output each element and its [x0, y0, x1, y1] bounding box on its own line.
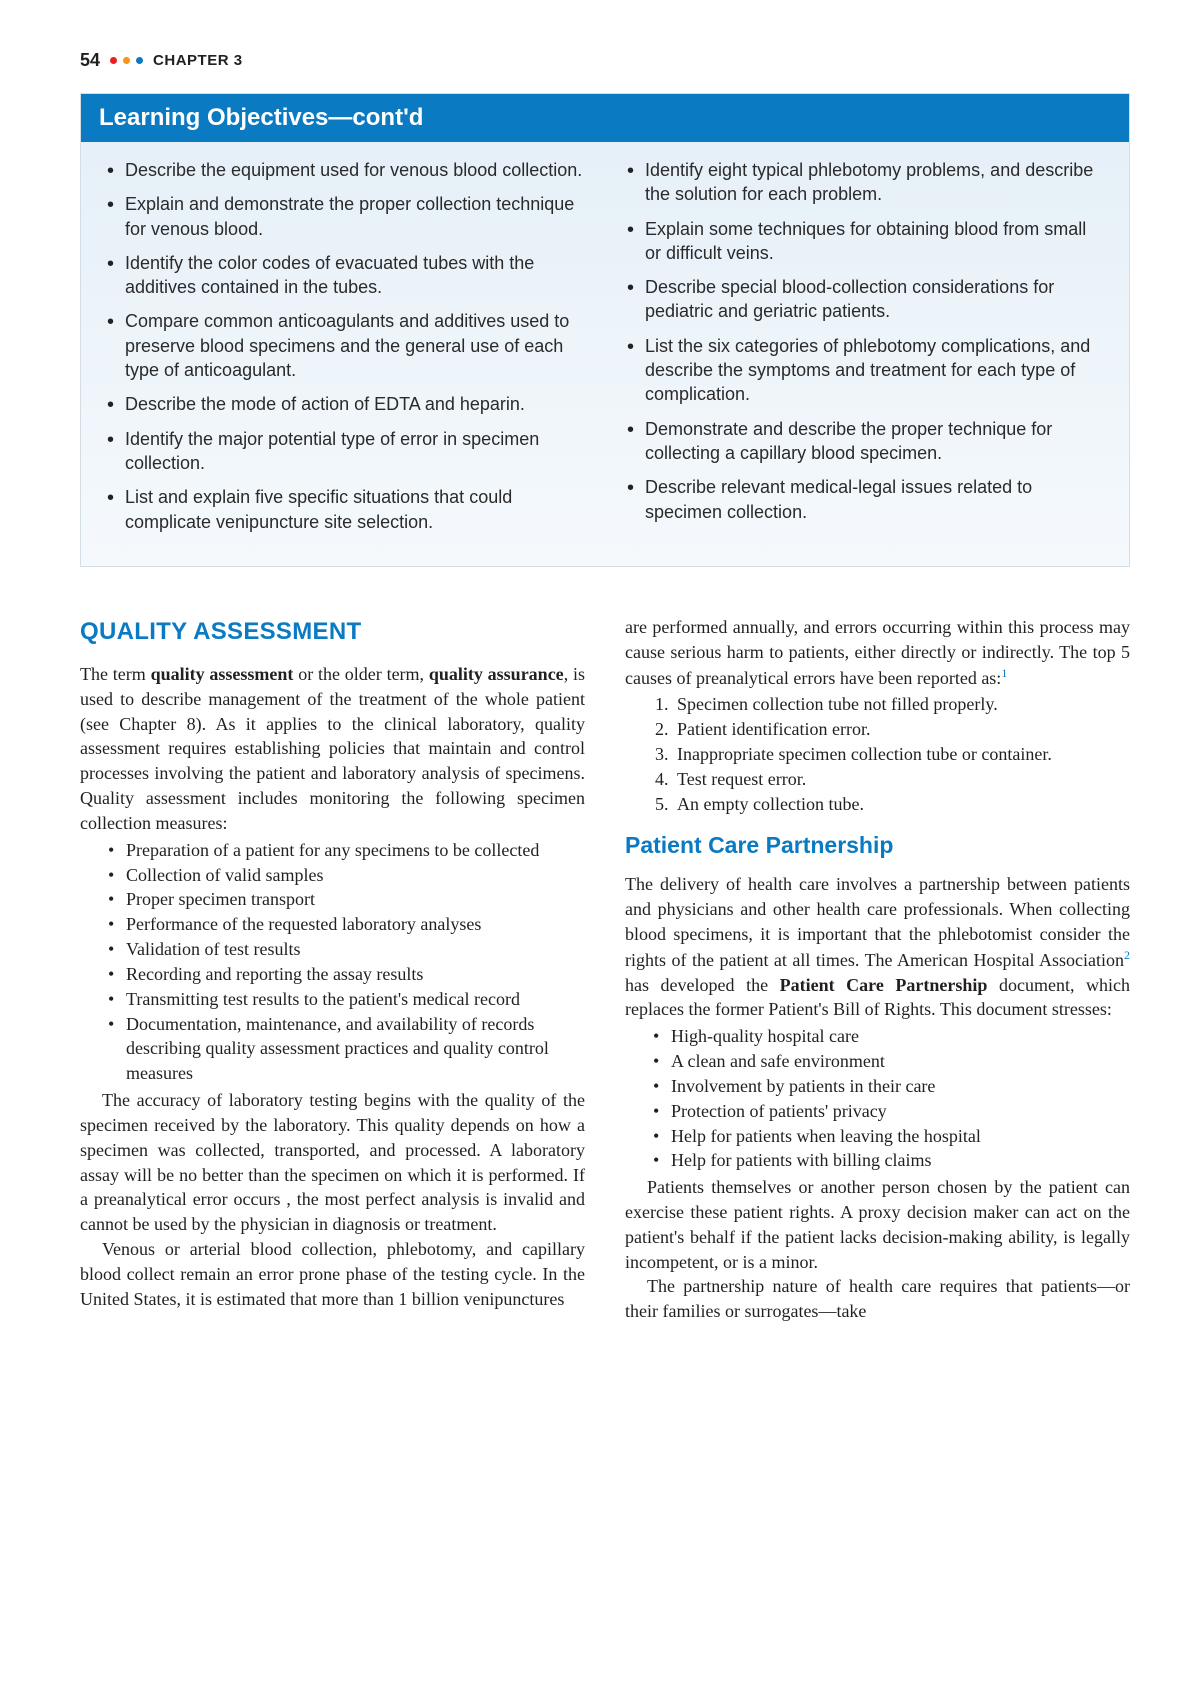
body-right-column: are performed annually, and errors occur… — [625, 615, 1130, 1324]
preanalytical-errors-list: Specimen collection tube not filled prop… — [655, 692, 1130, 816]
objective-item: Describe the equipment used for venous b… — [105, 158, 585, 182]
error-item: Test request error. — [673, 767, 1130, 792]
pcp-para-1: The delivery of health care involves a p… — [625, 872, 1130, 1022]
objective-item: List the six categories of phlebotomy co… — [625, 334, 1105, 407]
qa-measure-item: Proper specimen transport — [108, 887, 585, 912]
dot-blue — [136, 57, 143, 64]
text: are performed annually, and errors occur… — [625, 617, 1130, 688]
header-dots — [110, 57, 143, 64]
qa-measure-item: Documentation, maintenance, and availabi… — [108, 1012, 585, 1086]
dot-red — [110, 57, 117, 64]
qa-measure-item: Performance of the requested laboratory … — [108, 912, 585, 937]
pcp-item: High-quality hospital care — [653, 1024, 1130, 1049]
pcp-para-3: The partnership nature of health care re… — [625, 1274, 1130, 1324]
text: or the older term, — [293, 664, 428, 684]
body-columns: QUALITY ASSESSMENT The term quality asse… — [80, 615, 1130, 1324]
pcp-item: A clean and safe environment — [653, 1049, 1130, 1074]
objectives-right-column: Identify eight typical phlebotomy proble… — [625, 158, 1105, 544]
page-header: 54 CHAPTER 3 — [80, 50, 1130, 71]
objective-item: Identify eight typical phlebotomy proble… — [625, 158, 1105, 207]
text: The term — [80, 664, 151, 684]
qa-para-3: Venous or arterial blood collection, phl… — [80, 1237, 585, 1311]
pcp-item: Help for patients with billing claims — [653, 1148, 1130, 1173]
citation-ref: 2 — [1124, 948, 1130, 962]
quality-assessment-heading: QUALITY ASSESSMENT — [80, 615, 585, 648]
error-item: An empty collection tube. — [673, 792, 1130, 817]
bold-term: Patient Care Partnership — [780, 975, 988, 995]
pcp-item: Protection of patients' privacy — [653, 1099, 1130, 1124]
error-item: Inappropriate specimen collection tube o… — [673, 742, 1130, 767]
pcp-item: Help for patients when leaving the hospi… — [653, 1124, 1130, 1149]
patient-care-partnership-heading: Patient Care Partnership — [625, 830, 1130, 862]
qa-measures-list: Preparation of a patient for any specime… — [108, 838, 585, 1086]
bold-term: quality assessment — [151, 664, 294, 684]
text: , is used to describe management of the … — [80, 664, 585, 833]
objectives-left-column: Describe the equipment used for venous b… — [105, 158, 585, 544]
objective-item: Describe the mode of action of EDTA and … — [105, 392, 585, 416]
qa-measure-item: Recording and reporting the assay result… — [108, 962, 585, 987]
pcp-para-2: Patients themselves or another person ch… — [625, 1175, 1130, 1274]
qa-measure-item: Collection of valid samples — [108, 863, 585, 888]
objective-item: Identify the major potential type of err… — [105, 427, 585, 476]
objective-item: Identify the color codes of evacuated tu… — [105, 251, 585, 300]
objective-item: Demonstrate and describe the proper tech… — [625, 417, 1105, 466]
page-number: 54 — [80, 50, 100, 71]
qa-measure-item: Transmitting test results to the patient… — [108, 987, 585, 1012]
error-item: Specimen collection tube not filled prop… — [673, 692, 1130, 717]
objective-item: Describe relevant medical-legal issues r… — [625, 475, 1105, 524]
objective-item: Compare common anticoagulants and additi… — [105, 309, 585, 382]
pcp-list: High-quality hospital careA clean and sa… — [653, 1024, 1130, 1173]
body-left-column: QUALITY ASSESSMENT The term quality asse… — [80, 615, 585, 1324]
errors-para: are performed annually, and errors occur… — [625, 615, 1130, 690]
chapter-label: CHAPTER 3 — [153, 52, 243, 69]
qa-measure-item: Validation of test results — [108, 937, 585, 962]
objective-item: List and explain five specific situation… — [105, 485, 585, 534]
learning-objectives-box: Learning Objectives—cont'd Describe the … — [80, 93, 1130, 567]
learning-objectives-title: Learning Objectives—cont'd — [81, 94, 1129, 142]
pcp-item: Involvement by patients in their care — [653, 1074, 1130, 1099]
qa-para-1: The term quality assessment or the older… — [80, 662, 585, 836]
objective-item: Explain and demonstrate the proper colle… — [105, 192, 585, 241]
objective-item: Describe special blood-collection consid… — [625, 275, 1105, 324]
learning-objectives-body: Describe the equipment used for venous b… — [81, 142, 1129, 566]
error-item: Patient identification error. — [673, 717, 1130, 742]
objective-item: Explain some techniques for obtaining bl… — [625, 217, 1105, 266]
qa-measure-item: Preparation of a patient for any specime… — [108, 838, 585, 863]
qa-para-2: The accuracy of laboratory testing begin… — [80, 1088, 585, 1237]
bold-term: quality assurance — [429, 664, 564, 684]
dot-orange — [123, 57, 130, 64]
citation-ref: 1 — [1001, 666, 1007, 680]
text: has developed the — [625, 975, 780, 995]
text: The delivery of health care involves a p… — [625, 874, 1130, 969]
